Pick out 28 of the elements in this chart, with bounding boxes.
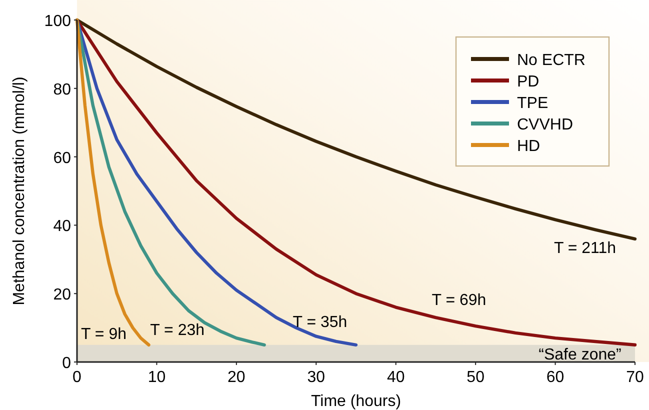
x-axis-title: Time (hours) xyxy=(310,393,402,410)
annotation: T = 211h xyxy=(554,240,616,257)
x-tick-label: 40 xyxy=(386,369,405,386)
y-tick-label: 0 xyxy=(62,355,72,372)
x-tick-label: 50 xyxy=(466,369,485,386)
y-tick-label: 40 xyxy=(53,218,72,236)
annotation: T = 23h xyxy=(150,322,205,339)
annotation: T = 69h xyxy=(432,292,486,309)
x-tick-label: 30 xyxy=(307,369,326,386)
y-tick-label: 100 xyxy=(44,13,72,30)
legend-label: PD xyxy=(517,74,540,90)
band-label: “Safe zone” xyxy=(538,346,622,364)
x-tick-label: 60 xyxy=(546,369,564,386)
legend-label: TPE xyxy=(517,95,548,112)
line-series xyxy=(75,18,150,346)
legend-label: HD xyxy=(517,138,540,155)
x-tick-label: 10 xyxy=(148,369,166,386)
x-tick-label: 20 xyxy=(228,369,246,386)
y-tick-label: 80 xyxy=(53,81,72,98)
annotation: T = 9h xyxy=(80,326,126,343)
y-axis-title: Methanol concentration (mmol/l) xyxy=(11,76,28,306)
y-tick-label: 60 xyxy=(53,150,72,167)
x-tick-label: 70 xyxy=(626,369,644,386)
x-tick-label: 0 xyxy=(72,369,82,386)
legend-label: No ECTR xyxy=(517,52,586,69)
annotation: T = 35h xyxy=(292,314,348,331)
y-tick-label: 20 xyxy=(53,286,72,304)
legend-label: CVVHD xyxy=(517,116,574,134)
